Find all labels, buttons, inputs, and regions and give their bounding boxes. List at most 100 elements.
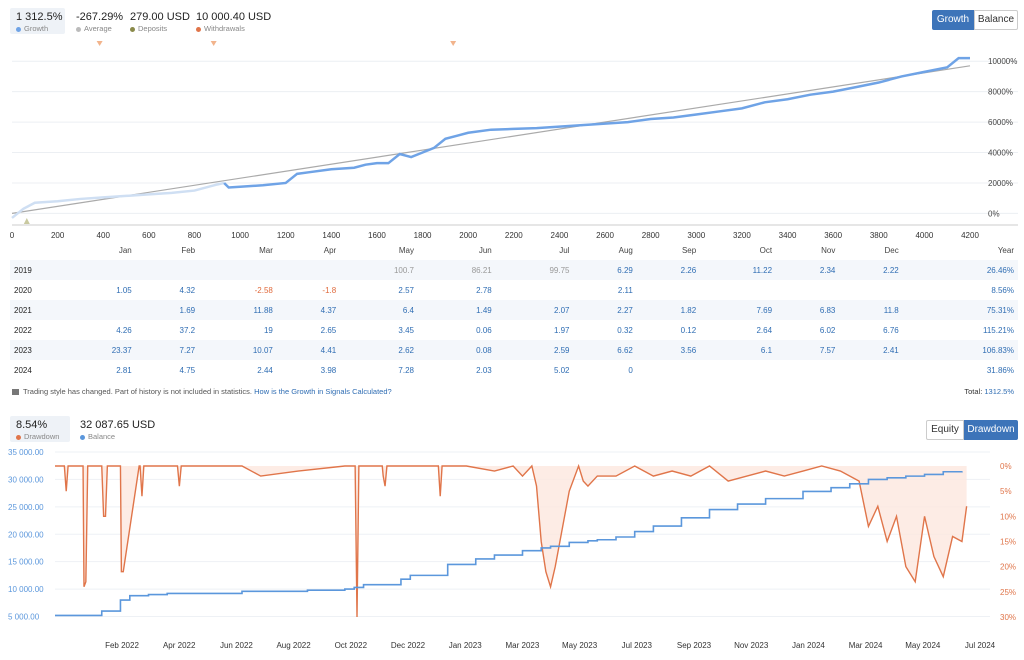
month-cell: 6.4 xyxy=(340,300,418,320)
x-tick-label: May 2023 xyxy=(562,641,598,650)
x-tick-label: Jul 2024 xyxy=(965,641,996,650)
deposits-stat[interactable]: 279.00 USD Deposits xyxy=(124,8,196,34)
left-y-tick-label: 10 000.00 xyxy=(8,585,44,594)
total-growth: Total: 1312.5% xyxy=(964,387,1014,396)
growth-chart: 0% 2000% 4000% 6000% 8000% 10000% 0 200 400 600 80… xyxy=(10,41,1018,240)
drawdown-dot-icon xyxy=(16,434,21,440)
total-value: 1312.5% xyxy=(984,387,1014,396)
left-y-tick-label: 25 000.00 xyxy=(8,503,44,512)
month-cell: 23.37 xyxy=(58,340,136,360)
drawdown-value: 8.54% xyxy=(16,419,48,431)
month-cell: 4.37 xyxy=(276,300,341,320)
month-cell xyxy=(58,260,136,280)
month-cell xyxy=(700,360,776,380)
balance-stat[interactable]: 32 087.65 USD Balance xyxy=(74,416,161,442)
right-y-tick-label: 0% xyxy=(1000,462,1012,471)
series-growth-line xyxy=(223,56,970,189)
column-header: Mar xyxy=(259,245,273,255)
table-row: 2024 2.81 4.75 2.44 3.98 7.28 2.03 5.02 0 31.86% xyxy=(10,360,1018,380)
withdrawals-stat[interactable]: 10 000.40 USD Withdrawals xyxy=(190,8,277,34)
growth-calculation-link[interactable]: How is the Growth in Signals Calculated? xyxy=(254,387,392,396)
column-header: Feb xyxy=(181,245,196,255)
x-tick-label: 2000 xyxy=(459,231,477,240)
x-tick-label: 3200 xyxy=(733,231,751,240)
right-y-tick-label: 15% xyxy=(1000,537,1016,546)
month-cell: -2.58 xyxy=(254,285,273,295)
series-growth-history-line xyxy=(11,181,225,219)
x-tick-label: Feb 2022 xyxy=(105,641,139,650)
x-tick-label: 1800 xyxy=(414,231,432,240)
drawdown-stat[interactable]: 8.54% Drawdown xyxy=(10,416,70,442)
y-tick-label: 4000% xyxy=(988,149,1013,158)
table-header-row: Jan Feb Mar Apr May Jun Jul Aug Sep Oct Nov Dec Year xyxy=(10,240,1018,260)
month-cell: 19 xyxy=(263,325,273,335)
notice: Trading style has changed. Part of histo… xyxy=(12,387,392,396)
month-cell: 2.62 xyxy=(340,340,418,360)
average-stat[interactable]: -267.29% Average xyxy=(70,8,129,34)
month-cell: 2.27 xyxy=(573,300,637,320)
x-tick-label: 2600 xyxy=(596,231,614,240)
year-total-cell: 8.56% xyxy=(991,285,1014,295)
month-cell: 37.2 xyxy=(179,325,196,335)
equity-toggle-button[interactable]: Equity xyxy=(926,420,964,440)
withdrawals-value: 10 000.40 USD xyxy=(196,11,272,23)
column-header: Apr xyxy=(323,245,337,255)
balance-value: 32 087.65 USD xyxy=(80,419,156,431)
x-tick-label: Dec 2022 xyxy=(391,641,426,650)
x-tick-label: 2400 xyxy=(551,231,569,240)
withdrawal-marker xyxy=(96,41,103,46)
series-balance-line xyxy=(55,470,963,617)
column-header: Jun xyxy=(478,245,492,255)
month-cell: 4.26 xyxy=(116,325,132,335)
month-cell: 2.03 xyxy=(476,365,492,375)
column-header: Dec xyxy=(884,245,899,255)
month-cell: 2.44 xyxy=(257,365,273,375)
year-cell: 2021 xyxy=(10,300,58,320)
month-cell: 6.29 xyxy=(573,260,637,280)
x-tick-label: 1600 xyxy=(368,231,386,240)
notice-text: Trading style has changed. Part of histo… xyxy=(23,387,253,396)
month-cell: 6.1 xyxy=(700,340,777,360)
year-cell: 2020 xyxy=(14,285,32,295)
right-y-tick-label: 30% xyxy=(1000,613,1016,622)
month-cell: 7.57 xyxy=(776,340,840,360)
month-cell: 0.12 xyxy=(680,325,697,335)
x-tick-label: 600 xyxy=(142,231,156,240)
month-cell: 11.88 xyxy=(199,300,277,320)
month-cell: 2.22 xyxy=(839,260,903,280)
y-tick-label: 0% xyxy=(988,209,1000,218)
column-header: Aug xyxy=(618,245,633,255)
table-row: 2023 23.37 7.27 10.07 4.41 2.62 0.08 2.59 6.62 3.… xyxy=(10,340,1018,360)
balance-toggle-button[interactable]: Balance xyxy=(974,10,1018,30)
total-label: Total: xyxy=(964,387,983,396)
average-label: Average xyxy=(84,24,112,33)
x-tick-label: 4000 xyxy=(915,231,933,240)
column-header: May xyxy=(398,245,414,255)
month-cell: 11.8 xyxy=(839,300,903,320)
growth-toggle-button[interactable]: Growth xyxy=(932,10,974,30)
average-value: -267.29% xyxy=(76,11,124,23)
x-tick-label: 3000 xyxy=(687,231,705,240)
growth-value: 1 312.5% xyxy=(16,11,63,23)
month-cell: 0 xyxy=(628,365,633,375)
month-cell xyxy=(496,280,574,300)
month-cell: 1.69 xyxy=(135,300,200,320)
growth-stat[interactable]: 1 312.5% Growth xyxy=(10,8,65,34)
x-tick-label: 1000 xyxy=(231,231,249,240)
growth-dot-icon xyxy=(16,26,21,32)
x-tick-label: 200 xyxy=(51,231,65,240)
table-row: 2022 4.26 37.2 19 2.65 3.45 0.06 1.97 0.32 0.12 2.… xyxy=(10,320,1018,340)
left-y-tick-label: 5 000.00 xyxy=(8,613,40,622)
drawdown-area xyxy=(55,466,967,617)
month-cell: 7.28 xyxy=(398,365,414,375)
balance-label: Balance xyxy=(88,432,116,441)
year-cell: 2023 xyxy=(10,340,58,360)
drawdown-toggle-button[interactable]: Drawdown xyxy=(964,420,1018,440)
drawdown-chart: 35 000.00 30 000.00 25 000.00 20 000.00 15 0… xyxy=(8,448,1016,650)
month-cell: 6.62 xyxy=(573,340,637,360)
balance-dot-icon xyxy=(80,434,85,440)
table-row: 2020 1.05 4.32 -2.58 -1.8 2.57 2.78 2.11 8.56% xyxy=(10,280,1018,300)
deposit-marker xyxy=(23,218,30,224)
month-cell: 4.75 xyxy=(179,365,196,375)
x-tick-label: Jun 2022 xyxy=(220,641,253,650)
